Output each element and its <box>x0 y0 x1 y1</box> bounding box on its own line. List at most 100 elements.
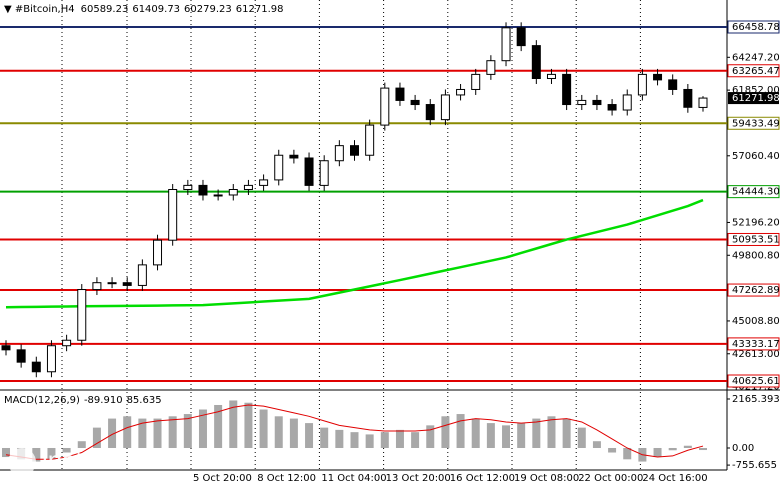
level-label: 40625.61 <box>732 376 780 387</box>
candle-body <box>122 282 132 286</box>
y-tick-label: 42613.00 <box>732 349 780 360</box>
candle-body <box>395 87 405 101</box>
macd-bar <box>32 447 41 462</box>
x-tick-label: 11 Oct 04:00 <box>321 473 386 484</box>
macd-bar <box>289 418 298 448</box>
macd-bar <box>547 416 556 448</box>
candle-body <box>486 60 496 75</box>
level-box <box>727 283 780 297</box>
candle-body <box>198 184 208 196</box>
macd-title: MACD(12,26,9) <box>4 395 80 406</box>
candle-body <box>153 239 163 266</box>
macd-tick-label: 2165.393 <box>732 394 780 405</box>
candle-body <box>183 184 193 191</box>
chart-header: ▼ #Bitcoin,H4 60589.23 61409.73 60279.23 612… <box>4 4 283 15</box>
candle-body <box>516 27 526 47</box>
macd-bar <box>668 447 677 451</box>
watermark-logo <box>8 448 36 476</box>
macd-bar <box>517 423 526 448</box>
candle-body <box>501 27 511 62</box>
macd-bar <box>92 427 101 448</box>
candle-body <box>62 339 72 347</box>
macd-bar <box>471 418 480 448</box>
macd-bar <box>214 404 223 448</box>
level-label: 47262.89 <box>732 285 780 296</box>
macd-bar <box>108 418 117 448</box>
macd-bar <box>699 447 707 451</box>
y-tick-label: 49800.80 <box>732 250 780 261</box>
candle-body <box>653 73 663 81</box>
level-box <box>727 337 780 351</box>
x-tick-label: 16 Oct 12:00 <box>450 473 515 484</box>
macd-bar <box>47 447 56 460</box>
x-tick-label: 5 Oct 20:00 <box>193 473 252 484</box>
watermark-tagline: Instant Forex Trading <box>42 474 146 486</box>
signal-last: 85.635 <box>127 395 162 406</box>
candle-body <box>546 73 556 80</box>
candle-body <box>577 99 587 106</box>
candle-body <box>1 345 11 351</box>
candle-body <box>46 345 56 373</box>
macd-bar <box>335 429 344 448</box>
candle-body <box>637 73 647 96</box>
candle-body <box>350 145 359 156</box>
symbol: #Bitcoin,H4 <box>15 4 75 15</box>
level-box <box>727 185 780 199</box>
macd-bar <box>365 434 374 448</box>
watermark-brand: instaforex <box>42 445 155 475</box>
macd-bar <box>198 409 207 448</box>
candle-body <box>668 79 678 90</box>
macd-bar <box>623 447 632 460</box>
macd-bar <box>274 416 283 448</box>
macd-bar <box>244 402 253 448</box>
header-triangle: ▼ <box>4 4 15 15</box>
macd-bar <box>592 441 601 448</box>
macd-bar <box>395 429 404 448</box>
candle-body <box>531 45 541 80</box>
candle-body <box>562 73 572 106</box>
candle-body <box>683 88 693 108</box>
level-label: 43333.17 <box>732 339 780 350</box>
current-price: 61271.98 <box>732 93 780 104</box>
candle-body <box>380 87 390 126</box>
candle-body <box>274 154 284 181</box>
macd-bar <box>138 418 147 448</box>
candle-body <box>456 88 466 96</box>
moving-average <box>5 198 704 309</box>
level-box <box>727 116 780 130</box>
macd-bar <box>411 432 420 448</box>
macd-tick-label: -755.655 <box>732 460 777 471</box>
macd-bar <box>2 447 10 458</box>
macd-bar <box>456 414 465 448</box>
x-tick-label: 13 Oct 20:00 <box>386 473 451 484</box>
x-tick-label: 8 Oct 12:00 <box>257 473 316 484</box>
candle-body <box>425 104 435 121</box>
level-box <box>727 64 780 78</box>
macd-tick-label: 0.00 <box>732 443 754 454</box>
macd-bar <box>532 418 541 448</box>
candle-body <box>440 94 450 121</box>
header-open: 60589.23 <box>81 4 129 15</box>
candle-body <box>168 189 178 241</box>
macd-bar <box>229 400 238 448</box>
candle-body <box>365 124 375 156</box>
candle-body <box>319 160 329 186</box>
macd-bar <box>653 447 662 458</box>
price-box <box>728 92 779 105</box>
x-tick-label: 22 Oct 00:00 <box>578 473 643 484</box>
candle-body <box>607 104 617 111</box>
macd-header: MACD(12,26,9) -89.910 85.635 <box>4 395 162 406</box>
macd-bar <box>502 425 511 448</box>
candle-body <box>622 94 632 111</box>
macd-bar <box>123 416 132 448</box>
candle-body <box>592 99 602 106</box>
level-box <box>727 232 780 246</box>
macd-bar <box>168 416 177 448</box>
macd-bar <box>380 432 389 448</box>
macd-bar <box>77 441 86 448</box>
candle-body <box>137 264 147 286</box>
x-tick-label: 24 Oct 16:00 <box>642 473 707 484</box>
level-label: 63265.47 <box>732 66 780 77</box>
